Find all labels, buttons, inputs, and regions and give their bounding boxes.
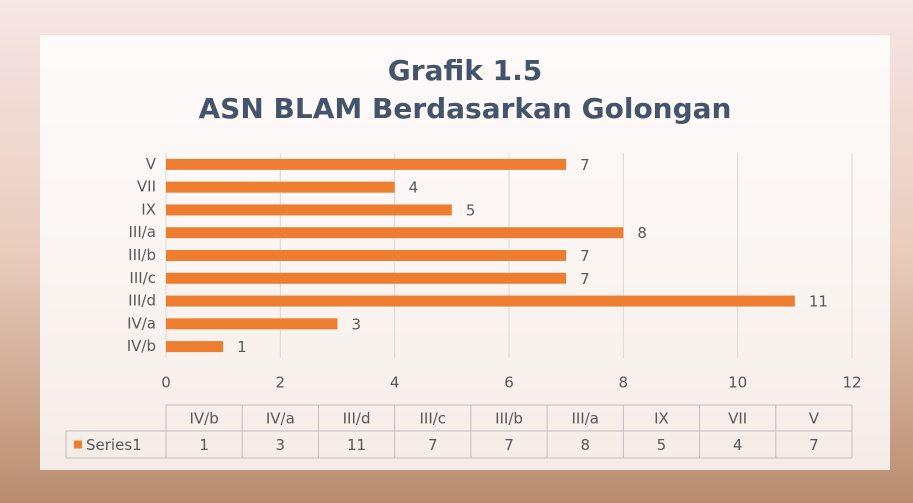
x-tick-label: 6: [504, 374, 514, 392]
table-value: 7: [504, 436, 514, 454]
data-label: 7: [580, 156, 590, 174]
data-label: 7: [580, 247, 590, 265]
table-header: IX: [654, 410, 669, 428]
data-label: 11: [809, 293, 828, 311]
legend-label: Series1: [86, 436, 142, 454]
data-label: 3: [352, 315, 362, 333]
bar: [166, 204, 452, 216]
bar: [166, 341, 224, 353]
y-tick-label: IV/b: [127, 337, 156, 355]
bar: [166, 272, 567, 284]
chart-title: ASN BLAM Berdasarkan Golongan: [199, 92, 732, 125]
x-tick-label: 8: [619, 374, 629, 392]
table-header: III/d: [343, 410, 371, 428]
x-tick-label: 10: [728, 374, 747, 392]
bar: [166, 158, 567, 170]
y-tick-label: III/a: [128, 223, 156, 241]
table-value: 11: [347, 436, 366, 454]
table-value: 5: [657, 436, 667, 454]
table-header: IV/b: [189, 410, 218, 428]
y-tick-label: V: [146, 155, 157, 173]
x-tick-label: 2: [276, 374, 286, 392]
y-tick-label: VII: [137, 178, 156, 196]
table-header: III/c: [419, 410, 446, 428]
y-tick-label: IV/a: [127, 314, 156, 332]
bar: [166, 250, 567, 261]
data-label: 5: [466, 201, 476, 219]
legend-swatch: [74, 440, 82, 449]
bar: [166, 295, 795, 307]
y-tick-label: III/c: [129, 269, 156, 287]
table-header: III/b: [495, 410, 523, 428]
table-value: 3: [276, 436, 286, 454]
bar: [166, 227, 624, 239]
x-tick-label: 0: [161, 374, 171, 392]
table-value: 7: [809, 436, 819, 454]
data-label: 8: [637, 224, 647, 242]
table-header: III/a: [571, 410, 599, 428]
data-label: 4: [409, 179, 419, 197]
table-header: VII: [728, 410, 747, 428]
table-value: 1: [199, 436, 209, 454]
x-tick-label: 12: [842, 374, 861, 392]
data-label: 7: [580, 270, 590, 288]
y-tick-label: III/b: [128, 246, 156, 264]
bar: [166, 318, 338, 330]
table-value: 7: [428, 436, 438, 454]
x-tick-label: 4: [390, 374, 400, 392]
table-value: 8: [580, 436, 590, 454]
table-value: 4: [733, 436, 743, 454]
table-header: V: [809, 410, 820, 428]
bar: [166, 181, 395, 193]
chart-title: Grafik 1.5: [388, 54, 542, 87]
y-tick-label: III/d: [128, 292, 156, 310]
y-tick-label: IX: [141, 200, 156, 218]
data-label: 1: [237, 338, 247, 356]
table-header: IV/a: [266, 410, 295, 428]
